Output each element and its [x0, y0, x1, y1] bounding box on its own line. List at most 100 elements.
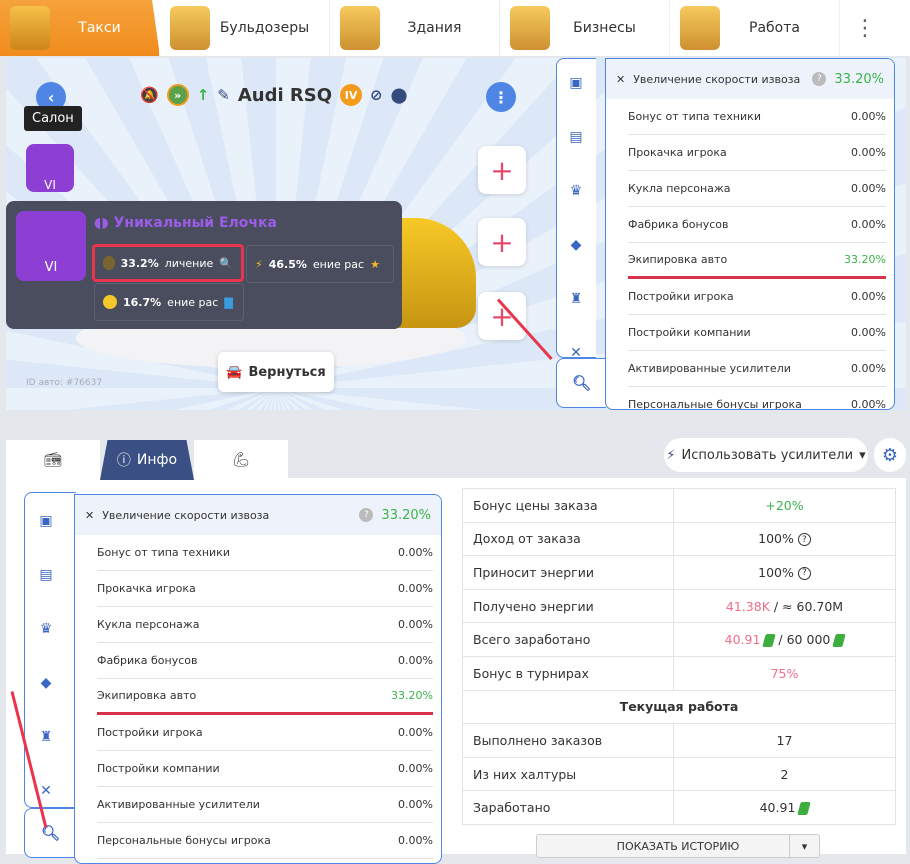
trophy-icon[interactable]: ♜ [569, 291, 583, 307]
modifier-row: Постройки игрока 0.00% [97, 715, 433, 751]
options-icon[interactable]: ⋮ [486, 82, 516, 112]
modifier-value: 0.00% [851, 146, 886, 159]
lightning-icon [103, 295, 117, 309]
trophy-icon[interactable]: ♜ [39, 729, 53, 745]
category-sidebar [24, 492, 76, 808]
modifier-row: Бонус от типа техники 0.00% [628, 99, 886, 135]
search-icon[interactable]: 🔍︎ [556, 358, 606, 408]
modifier-value: 0.00% [398, 798, 433, 811]
vehicle-id: ID авто: #76637 [26, 378, 103, 388]
modifier-label: Постройки компании [628, 326, 751, 339]
table-row: Всего заработано 40.91 / 60 000 [462, 622, 896, 657]
hat-icon[interactable]: ◆ [40, 675, 52, 691]
tab-radio[interactable]: 📻︎ [6, 440, 100, 480]
show-history-button[interactable]: ПОКАЗАТЬ ИСТОРИЮ ▾ [536, 834, 820, 858]
tier-badge: IV [340, 84, 363, 106]
bell-off-icon[interactable]: 🔕 [140, 86, 159, 104]
crown-icon[interactable]: ♛ [569, 183, 583, 199]
modifier-row: Прокачка игрока 0.00% [628, 135, 886, 171]
stat-chip: 33.2% личение 🔍 [92, 244, 244, 282]
modifier-value: 0.00% [398, 834, 433, 847]
stat-chip: 16.7% ение рас ▇ [94, 283, 244, 321]
gear-icon[interactable]: ⚙ [874, 438, 906, 472]
modifier-label: Прокачка игрока [628, 146, 727, 159]
modifier-label: Активированные усилители [97, 798, 260, 811]
item-name: ◖◗ Уникальный Елочка [94, 215, 277, 231]
close-icon[interactable]: ✕ [616, 72, 626, 86]
modifier-value: 0.00% [398, 726, 433, 739]
tab-strength[interactable]: 💪︎ [194, 440, 288, 480]
tree-item-image: VI [16, 211, 86, 281]
help-icon[interactable]: ? [812, 72, 827, 86]
edit-icon[interactable]: ✎ [217, 86, 230, 104]
modifier-value: 0.00% [851, 290, 886, 303]
modifier-label: Кукла персонажа [97, 618, 200, 631]
chevron-down-icon[interactable]: ▾ [789, 835, 819, 857]
tab-info[interactable]: ⓘ Инфо [100, 440, 194, 480]
work-image [680, 6, 720, 50]
add-slot-button[interactable]: + [478, 218, 526, 266]
modifier-value: 0.00% [398, 654, 433, 667]
location-icon[interactable]: ⬤ [390, 86, 408, 104]
business-image [510, 6, 550, 50]
use-boosters-button[interactable]: ⚡ Использовать усилители ▾ [664, 438, 868, 472]
bottom-tabs: 📻︎ ⓘ Инфо 💪︎ [6, 440, 306, 480]
help-icon[interactable]: ? [797, 566, 811, 580]
modifier-value: 0.00% [851, 110, 886, 123]
cup-icon[interactable]: ▤ [569, 129, 583, 145]
swords-icon[interactable]: ✕ [40, 783, 52, 799]
modifier-header: ✕ Увеличение скорости извоза? 33.20% [606, 59, 894, 99]
lightning-icon: ⚡ [255, 257, 263, 271]
modifier-label: Постройки игрока [97, 726, 203, 739]
close-icon[interactable]: ✕ [85, 508, 95, 522]
tab-bulldozers[interactable]: Бульдозеры [160, 0, 330, 56]
cup-icon[interactable]: ▤ [39, 567, 53, 583]
image-off-icon[interactable]: ⊘ [370, 86, 383, 104]
bucket-icon: ▇ [224, 295, 233, 309]
add-slot-button[interactable]: + [478, 146, 526, 194]
modifier-list: ✕ Увеличение скорости извоза? 33.20% Бонус … [74, 494, 442, 864]
help-icon[interactable]: ? [797, 533, 811, 547]
modifier-label: Бонус от типа техники [97, 546, 230, 559]
tab-businesses[interactable]: Бизнесы [500, 0, 670, 56]
crown-icon[interactable]: ♛ [39, 621, 53, 637]
modifier-row: Фабрика бонусов 0.00% [628, 207, 886, 243]
modifier-row: Кукла персонажа 0.00% [628, 171, 886, 207]
modifier-value: 0.00% [398, 546, 433, 559]
modifier-label: Прокачка игрока [97, 582, 196, 595]
radio-icon: 📻︎ [44, 452, 62, 468]
search-icon[interactable]: 🔍︎ [24, 808, 76, 858]
arrow-up-icon: ↑ [196, 86, 210, 104]
more-menu-icon[interactable]: ⋮ [854, 15, 876, 41]
muscle-icon: 💪︎ [232, 452, 250, 468]
section-row: Текущая работа [462, 689, 896, 725]
lightning-icon: ⚡ [666, 447, 676, 463]
tab-buildings[interactable]: Здания [330, 0, 500, 56]
modifier-value: 0.00% [851, 218, 886, 231]
salon-slot[interactable]: VI [26, 144, 74, 192]
modifier-value: 0.00% [851, 182, 886, 195]
cash-icon [832, 634, 847, 648]
modifier-value: 0.00% [851, 398, 886, 410]
modifier-header: ✕ Увеличение скорости извоза? 33.20% [75, 495, 441, 535]
help-icon[interactable]: ? [359, 508, 374, 522]
briefcase-icon[interactable]: ▣ [39, 513, 53, 529]
modifier-row: Экипировка авто 33.20% [628, 243, 886, 279]
taxi-image [10, 6, 50, 50]
item-popup: VI ◖◗ Уникальный Елочка 33.2% личение 🔍 ⚡ 4… [6, 201, 402, 329]
hat-icon[interactable]: ◆ [570, 237, 582, 253]
upgrade-icon[interactable]: » [166, 84, 189, 106]
modifier-label: Бонус от типа техники [628, 110, 761, 123]
briefcase-icon[interactable]: ▣ [569, 75, 583, 91]
tab-work[interactable]: Работа [670, 0, 840, 56]
swords-icon[interactable]: ✕ [570, 345, 582, 361]
modifier-value: 0.00% [851, 362, 886, 375]
stat-chip: ⚡ 46.5% ение рас ★ [246, 245, 394, 283]
return-button[interactable]: 🚘 Вернуться [218, 352, 334, 392]
add-slot-button[interactable]: + [478, 292, 526, 340]
info-table: Бонус цены заказа +20% Доход от заказа 100… [462, 488, 896, 825]
tab-taxi[interactable]: Такси [0, 0, 160, 56]
modifier-row: Фабрика бонусов 0.00% [97, 643, 433, 679]
table-row: Бонус цены заказа +20% [462, 488, 896, 523]
star-icon: ★ [370, 257, 380, 271]
